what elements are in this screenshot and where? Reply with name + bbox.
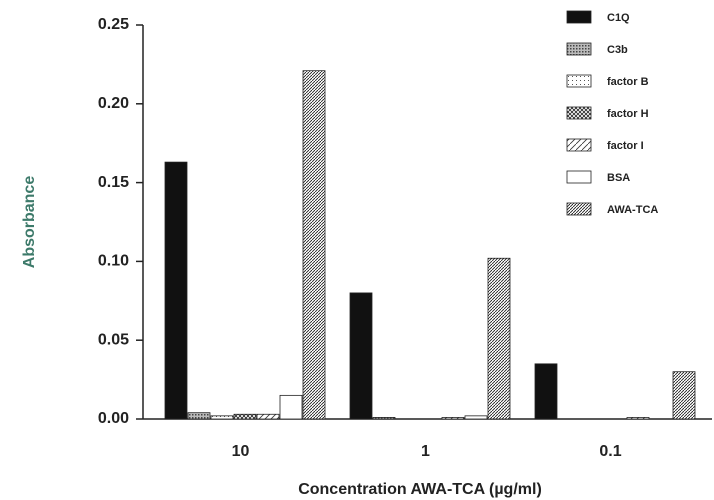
legend-swatch: [566, 202, 592, 216]
bar: [672, 371, 696, 420]
bar: [256, 413, 280, 420]
bar: [487, 257, 511, 420]
bar: [372, 417, 396, 420]
legend-swatch: [566, 138, 592, 152]
legend-label: C1Q: [607, 12, 630, 24]
bar: [626, 417, 650, 420]
x-tick-label: 0.1: [599, 443, 621, 460]
legend-label: factor B: [607, 76, 649, 88]
bar: [210, 415, 234, 420]
y-tick-label: 0.05: [98, 331, 129, 348]
legend-swatch: [566, 10, 592, 24]
legend-label: AWA-TCA: [607, 204, 658, 216]
legend-swatch: [566, 74, 592, 88]
x-axis-title: Concentration AWA-TCA (µg/ml): [298, 481, 542, 498]
legend-label: factor I: [607, 140, 644, 152]
bar: [302, 70, 326, 420]
bar: [464, 415, 488, 420]
bar: [187, 412, 211, 420]
y-tick-label: 0.25: [98, 16, 129, 33]
bar: [279, 394, 303, 420]
bar: [534, 363, 558, 420]
x-tick-label: 1: [421, 443, 430, 460]
bar: [164, 161, 188, 420]
legend-label: C3b: [607, 44, 628, 56]
legend-label: factor H: [607, 108, 649, 120]
y-tick-label: 0.20: [98, 95, 129, 112]
legend-swatch: [566, 170, 592, 184]
y-tick-label: 0.15: [98, 174, 129, 191]
legend-swatch: [566, 42, 592, 56]
y-tick-label: 0.00: [98, 410, 129, 427]
legend-swatch: [566, 106, 592, 120]
legend-label: BSA: [607, 172, 630, 184]
y-tick-label: 0.10: [98, 253, 129, 270]
y-axis-title: Absorbance: [21, 176, 38, 269]
bar: [441, 417, 465, 420]
bar: [349, 292, 373, 420]
x-tick-label: 10: [232, 443, 250, 460]
bar: [233, 413, 257, 420]
